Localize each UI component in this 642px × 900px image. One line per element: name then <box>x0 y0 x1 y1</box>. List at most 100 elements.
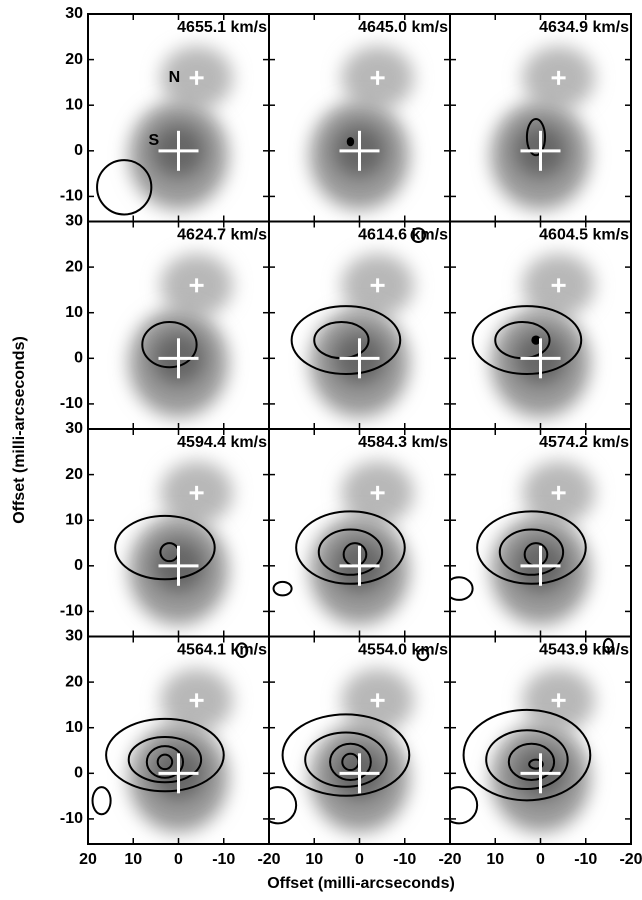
source-cross <box>339 545 380 586</box>
panel-label: 4634.9 km/s <box>539 19 629 36</box>
y-tick-label: 30 <box>65 420 83 437</box>
contour <box>507 742 556 782</box>
panel: 4614.6 km/s <box>268 220 451 430</box>
source-cross <box>158 545 199 586</box>
panel: 4624.7 km/s -10 0 10 20 30 <box>60 213 270 430</box>
x-tick-label: 10 <box>124 851 142 868</box>
source-cross <box>189 278 204 293</box>
contour <box>281 713 411 797</box>
source-cross <box>520 545 561 586</box>
panel-label: 4584.3 km/s <box>358 434 448 451</box>
contour <box>141 321 198 369</box>
panel: 4604.5 km/s <box>449 220 632 430</box>
y-tick-label: 0 <box>74 350 83 367</box>
contour <box>105 717 225 793</box>
y-tick-label: 10 <box>65 719 83 736</box>
panel-label: 4594.4 km/s <box>177 434 267 451</box>
source-cross <box>158 753 199 794</box>
intensity-image <box>269 221 450 429</box>
x-tick-label: -20 <box>619 851 642 868</box>
contour <box>410 227 427 243</box>
source-cross <box>339 753 380 794</box>
source-cross <box>189 485 204 500</box>
x-tick-label: 20 <box>79 851 97 868</box>
intensity-image <box>269 636 450 844</box>
contour <box>114 514 216 581</box>
source-label: N <box>169 69 181 86</box>
contour <box>317 528 384 576</box>
panel-label: 4543.9 km/s <box>539 642 629 659</box>
y-tick-label: 20 <box>65 258 83 275</box>
panel-label: 4574.2 km/s <box>539 434 629 451</box>
contour <box>235 642 249 658</box>
y-tick-label: 30 <box>65 213 83 230</box>
contour <box>127 736 203 784</box>
y-tick-label: 20 <box>65 673 83 690</box>
y-axis-label: Offset (milli-arcseconds) <box>11 336 28 524</box>
source-cross <box>520 338 561 379</box>
x-tick-label: -10 <box>574 851 597 868</box>
source-cross <box>520 130 561 171</box>
y-tick-label: 10 <box>65 96 83 113</box>
contour <box>269 786 298 825</box>
panel: 4543.9 km/s 10 0 -10 -20 <box>449 635 642 868</box>
intensity-image <box>450 221 631 429</box>
source-label: S <box>149 132 160 149</box>
contour <box>416 648 430 662</box>
source-cross <box>551 70 566 85</box>
panel-label: 4624.7 km/s <box>177 227 267 244</box>
source-cross <box>189 693 204 708</box>
source-cross <box>520 753 561 794</box>
x-tick-label: 0 <box>174 851 183 868</box>
panel: N S 4655.1 km/s -10 0 10 20 30 <box>60 5 270 223</box>
source-cross <box>370 70 385 85</box>
x-tick-label: 0 <box>536 851 545 868</box>
intensity-image <box>450 429 631 637</box>
intensity-image <box>88 429 269 637</box>
source-cross <box>370 693 385 708</box>
y-tick-label: 30 <box>65 5 83 22</box>
x-tick-label: 0 <box>355 851 364 868</box>
source-cross <box>339 130 380 171</box>
contour <box>272 580 293 597</box>
contour <box>528 758 544 770</box>
contour <box>156 753 174 771</box>
contour <box>462 708 592 802</box>
intensity-image <box>269 14 450 222</box>
contour <box>91 786 112 816</box>
panel: 4574.2 km/s <box>449 428 632 638</box>
contour <box>329 742 372 782</box>
panel: 4594.4 km/s -10 0 10 20 30 <box>60 420 270 638</box>
panel-label: 4645.0 km/s <box>358 19 448 36</box>
y-tick-label: -10 <box>60 603 83 620</box>
panel: 4645.0 km/s <box>268 13 451 223</box>
contour <box>450 576 474 601</box>
y-tick-label: -10 <box>60 810 83 827</box>
source-cross <box>339 338 380 379</box>
panel-label: 4604.5 km/s <box>539 227 629 244</box>
contour <box>295 510 406 585</box>
source-cross <box>158 338 199 379</box>
y-tick-label: 30 <box>65 628 83 645</box>
x-axis-label: Offset (milli-arcseconds) <box>267 875 455 892</box>
contour <box>450 786 479 825</box>
contour <box>290 305 402 376</box>
contour <box>602 637 614 654</box>
y-tick-label: 10 <box>65 511 83 528</box>
source-cross <box>189 70 204 85</box>
contour <box>346 137 355 147</box>
intensity-image <box>88 636 269 844</box>
x-tick-label: 10 <box>305 851 323 868</box>
contour <box>145 745 185 779</box>
y-tick-label: 20 <box>65 51 83 68</box>
y-tick-label: 0 <box>74 142 83 159</box>
source-cross <box>370 485 385 500</box>
y-tick-label: 10 <box>65 304 83 321</box>
x-tick-label: -20 <box>257 851 280 868</box>
intensity-image <box>88 221 269 429</box>
source-cross <box>158 130 199 171</box>
panel-label: 4554.0 km/s <box>358 642 448 659</box>
intensity-image <box>88 14 269 222</box>
panel: 4564.1 km/s 20 10 0 -10 -20 -10 0 10 20 30 <box>60 628 281 869</box>
panel-label: 4564.1 km/s <box>177 642 267 659</box>
